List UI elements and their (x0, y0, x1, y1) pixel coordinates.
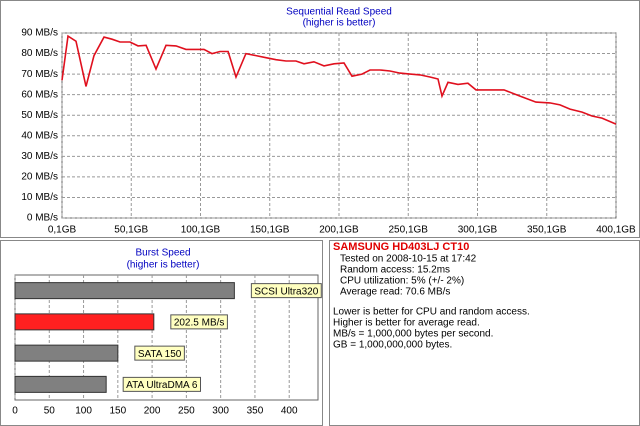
info-line: CPU utilization: 5% (+/- 2%) (340, 276, 464, 287)
label-box (134, 345, 185, 361)
drive-title: SAMSUNG HD403LJ CT10 (333, 241, 469, 253)
bar-label: ATA UltraDMA 6 (126, 380, 198, 391)
x-tick-label: 400 (281, 406, 298, 417)
chart-subtitle: (higher is better) (303, 18, 376, 29)
info-panel (329, 240, 640, 426)
x-tick-label: 350 (247, 406, 264, 417)
read-line (61, 34, 617, 125)
y-tick-label: 10 MB/s (21, 192, 58, 203)
x-tick-label: 300 (212, 406, 229, 417)
bar (14, 344, 119, 362)
info-note: MB/s = 1,000,000 bytes per second. (333, 329, 493, 340)
y-tick-label: 70 MB/s (21, 69, 58, 80)
bar-label: SCSI Ultra320 (254, 286, 318, 297)
bar (14, 313, 155, 331)
x-tick-label: 50,1GB (114, 225, 148, 236)
label-box (170, 314, 228, 330)
x-tick-label: 200 (144, 406, 161, 417)
y-tick-label: 80 MB/s (21, 48, 58, 59)
chart-subtitle: (higher is better) (127, 260, 200, 271)
y-tick-label: 40 MB/s (21, 130, 58, 141)
y-tick-label: 90 MB/s (21, 28, 58, 39)
info-line: Tested on 2008-10-15 at 17:42 (340, 254, 477, 265)
y-tick-label: 50 MB/s (21, 110, 58, 121)
chart-title: Sequential Read Speed (286, 7, 392, 18)
x-tick-label: 200,1GB (319, 225, 359, 236)
x-tick-label: 250,1GB (389, 225, 429, 236)
bar (14, 375, 107, 393)
x-tick-label: 150,1GB (250, 225, 290, 236)
label-box (122, 376, 202, 392)
bar-label: 202.5 MB/s (174, 318, 225, 329)
x-tick-label: 350,1GB (527, 225, 567, 236)
info-line: Random access: 15.2ms (340, 265, 450, 276)
info-note: GB = 1,000,000,000 bytes. (333, 340, 452, 351)
x-tick-label: 300,1GB (458, 225, 498, 236)
info-note: Lower is better for CPU and random acces… (333, 307, 530, 318)
bar-label: SATA 150 (138, 349, 182, 360)
info-note: Higher is better for average read. (333, 318, 480, 329)
x-tick-label: 100 (75, 406, 92, 417)
x-tick-label: 250 (178, 406, 195, 417)
x-tick-label: 50 (44, 406, 56, 417)
x-tick-label: 100,1GB (181, 225, 221, 236)
x-tick-label: 0,1GB (48, 225, 77, 236)
y-tick-label: 0 MB/s (27, 213, 58, 224)
bar (14, 282, 235, 300)
label-box (250, 283, 322, 299)
y-tick-label: 20 MB/s (21, 172, 58, 183)
x-tick-label: 150 (109, 406, 126, 417)
x-tick-label: 400,1GB (596, 225, 636, 236)
x-tick-label: 0 (12, 406, 18, 417)
chart-title: Burst Speed (135, 248, 190, 259)
y-tick-label: 60 MB/s (21, 89, 58, 100)
info-line: Average read: 70.6 MB/s (340, 287, 450, 298)
y-tick-label: 30 MB/s (21, 151, 58, 162)
